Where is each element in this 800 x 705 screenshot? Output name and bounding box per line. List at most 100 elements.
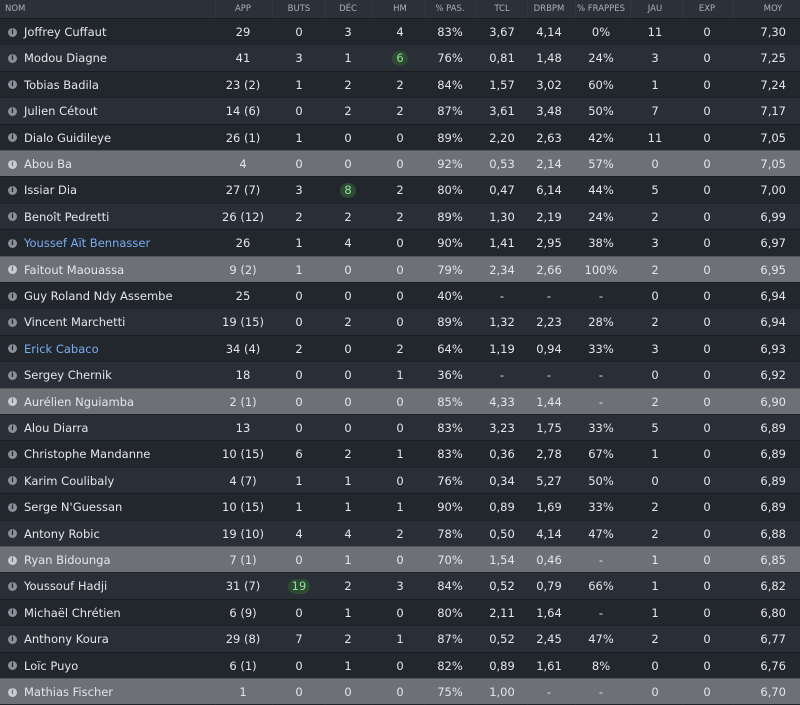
player-row[interactable]: i Christophe Mandanne 10 (15) 6 2 1 83% 0,36 2,7… [0, 440, 800, 467]
info-icon[interactable]: i [8, 212, 17, 222]
stat-cell: 1,75 [536, 421, 562, 435]
player-name[interactable]: Modou Diagne [24, 51, 107, 66]
info-icon[interactable]: i [8, 106, 17, 116]
player-name[interactable]: Anthony Koura [24, 632, 109, 647]
column-header[interactable]: MOY [763, 4, 783, 14]
player-row[interactable]: i Aurélien Nguiamba 2 (1) 0 0 0 85% 4,33 1,44 - 2 0… [0, 387, 800, 414]
stat-cell: 1 [344, 658, 352, 673]
player-row[interactable]: i Michaël Chrétien 6 (9) 0 1 0 80% 2,11 1,64 - 1 0 6… [0, 598, 800, 626]
player-row[interactable]: i Youssef Aït Bennasser 26 1 4 0 90% 1,41 2,95 38… [0, 229, 800, 256]
info-icon[interactable]: i [8, 581, 17, 591]
player-row[interactable]: i Serge N'Guessan 10 (15) 1 1 1 90% 0,89 1,69 33%… [0, 493, 800, 520]
stat-cell: 78% [437, 526, 463, 541]
player-name[interactable]: Michaël Chrétien [24, 605, 121, 620]
player-name[interactable]: Dialo Guidileye [24, 130, 112, 145]
player-row[interactable]: i Dialo Guidileye 26 (1) 1 0 0 89% 2,20 2,63 42% 1… [0, 123, 800, 150]
info-icon[interactable]: i [8, 133, 17, 143]
player-name[interactable]: Loïc Puyo [24, 658, 79, 673]
player-name[interactable]: Tobias Badila [24, 77, 99, 92]
info-icon[interactable]: i [8, 529, 17, 539]
player-row[interactable]: i Vincent Marchetti 19 (15) 0 2 0 89% 1,32 2,23 2… [0, 308, 800, 335]
player-row[interactable]: i Modou Diagne 41 3 1 6 76% 0,81 1,48 24% 3 0 7,25 [0, 44, 800, 71]
player-name[interactable]: Serge N'Guessan [24, 500, 123, 515]
player-row[interactable]: i Joffrey Cuffaut 29 0 3 4 83% 3,67 4,14 0% 11 0 7,3… [0, 18, 800, 45]
stat-cell: 33% [588, 500, 614, 515]
player-name[interactable]: Youssouf Hadji [24, 579, 108, 594]
info-icon[interactable]: i [8, 397, 17, 407]
player-name[interactable]: Benoît Pedretti [24, 209, 110, 224]
column-header[interactable]: EXP [698, 4, 716, 14]
info-icon[interactable]: i [8, 661, 17, 671]
info-icon[interactable]: i [8, 344, 17, 354]
info-icon[interactable]: i [8, 185, 17, 195]
player-name[interactable]: Guy Roland Ndy Assembe [24, 289, 173, 303]
player-row[interactable]: i Erick Cabaco 34 (4) 2 0 2 64% 1,19 0,94 33% 3 0 6,… [0, 334, 800, 362]
info-icon[interactable]: i [8, 502, 17, 512]
stat-cell: 29 [235, 25, 251, 39]
info-icon[interactable]: i [8, 476, 17, 486]
player-row[interactable]: i Antony Robic 19 (10) 4 4 2 78% 0,50 4,14 47% 2 0 6… [0, 519, 800, 546]
info-icon[interactable]: i [8, 555, 17, 565]
player-name[interactable]: Antony Robic [24, 526, 100, 541]
player-row[interactable]: i Benoît Pedretti 26 (12) 2 2 2 89% 1,30 2,19 24%… [0, 202, 800, 230]
stat-cell: 90% [437, 500, 463, 515]
player-name[interactable]: Vincent Marchetti [24, 315, 126, 330]
player-row[interactable]: i Alou Diarra 13 0 0 0 83% 3,23 1,75 33% 5 0 6,89 [0, 414, 800, 441]
info-icon[interactable]: i [8, 634, 17, 644]
player-row[interactable]: i Abou Ba 4 0 0 0 92% 0,53 2,14 57% 0 0 7,05 [0, 150, 800, 177]
column-header[interactable]: HM [393, 4, 407, 14]
player-row[interactable]: i Karim Coulibaly 4 (7) 1 1 0 76% 0,34 5,27 50% 0 0… [0, 466, 800, 494]
player-row[interactable]: i Guy Roland Ndy Assembe 25 0 0 0 40% - - - 0 0 6,94 [0, 282, 800, 309]
info-icon[interactable]: i [8, 291, 17, 301]
column-header[interactable]: DÉC [339, 4, 357, 14]
column-header[interactable]: DRBPM [533, 4, 565, 14]
player-name[interactable]: Youssef Aït Bennasser [24, 236, 151, 251]
player-name[interactable]: Mathias Fischer [24, 685, 114, 699]
column-header[interactable]: % FRAPPES [576, 4, 626, 14]
stat-cell: 2 [344, 447, 352, 462]
player-name[interactable]: Abou Ba [24, 157, 73, 171]
info-icon[interactable]: i [8, 449, 17, 459]
column-header[interactable]: JAU [647, 4, 663, 14]
player-row[interactable]: i Loïc Puyo 6 (1) 0 1 0 82% 0,89 1,61 8% 0 0 6,76 [0, 651, 800, 678]
player-row[interactable]: i Youssouf Hadji 31 (7) 19 2 3 84% 0,52 0,79 66% 1… [0, 572, 800, 599]
player-row[interactable]: i Sergey Chernik 18 0 0 1 36% - - - 0 0 6,92 [0, 361, 800, 388]
stat-cell: 0,89 [489, 500, 515, 515]
column-header[interactable]: % PAS. [435, 4, 465, 14]
player-name[interactable]: Ryan Bidounga [24, 553, 111, 567]
player-name[interactable]: Alou Diarra [24, 421, 89, 435]
info-icon[interactable]: i [8, 608, 17, 618]
player-row[interactable]: i Faitout Maouassa 9 (2) 1 0 0 79% 2,34 2,66 100%… [0, 255, 800, 282]
column-header[interactable]: APP [234, 4, 252, 14]
player-name[interactable]: Faitout Maouassa [24, 262, 125, 277]
player-name[interactable]: Aurélien Nguiamba [24, 394, 135, 409]
info-icon[interactable]: i [8, 238, 17, 248]
player-name[interactable]: Christophe Mandanne [24, 447, 151, 462]
player-name[interactable]: Joffrey Cuffaut [24, 25, 107, 39]
stat-cell: 100% [584, 262, 618, 277]
player-name[interactable]: Issiar Dia [24, 183, 78, 198]
info-icon[interactable]: i [8, 370, 17, 380]
player-name[interactable]: Karim Coulibaly [24, 473, 115, 488]
player-name[interactable]: Erick Cabaco [24, 341, 99, 356]
player-row[interactable]: i Mathias Fischer 1 0 0 0 75% 1,00 - - 0 0 6,70 [0, 678, 800, 705]
info-icon[interactable]: i [8, 687, 17, 697]
player-row[interactable]: i Issiar Dia 27 (7) 3 8 2 80% 0,47 6,14 44% 5 0 7,00 [0, 176, 800, 203]
info-icon[interactable]: i [8, 27, 17, 37]
player-name[interactable]: Sergey Chernik [24, 368, 112, 383]
info-icon[interactable]: i [8, 159, 17, 169]
player-row[interactable]: i Anthony Koura 29 (8) 7 2 1 87% 0,52 2,45 47% 2 0 6… [0, 625, 800, 652]
column-header[interactable]: BUTS [287, 4, 311, 14]
column-header[interactable]: NOM [5, 4, 26, 14]
info-icon[interactable]: i [8, 317, 17, 327]
player-row[interactable]: i Tobias Badila 23 (2) 1 2 2 84% 1,57 3,02 60% 1 0 7… [0, 70, 800, 98]
info-icon[interactable]: i [8, 53, 17, 63]
highlight-value: 19 [287, 579, 311, 595]
player-row[interactable]: i Julien Cétout 14 (6) 0 2 2 87% 3,61 3,48 50% 7 0 7… [0, 97, 800, 124]
info-icon[interactable]: i [8, 423, 17, 433]
player-row[interactable]: i Ryan Bidounga 7 (1) 0 1 0 70% 1,54 0,46 - 1 0 6,85 [0, 546, 800, 573]
info-icon[interactable]: i [8, 265, 17, 275]
column-header[interactable]: TCL [494, 4, 510, 14]
info-icon[interactable]: i [8, 80, 17, 90]
player-name[interactable]: Julien Cétout [24, 104, 98, 119]
